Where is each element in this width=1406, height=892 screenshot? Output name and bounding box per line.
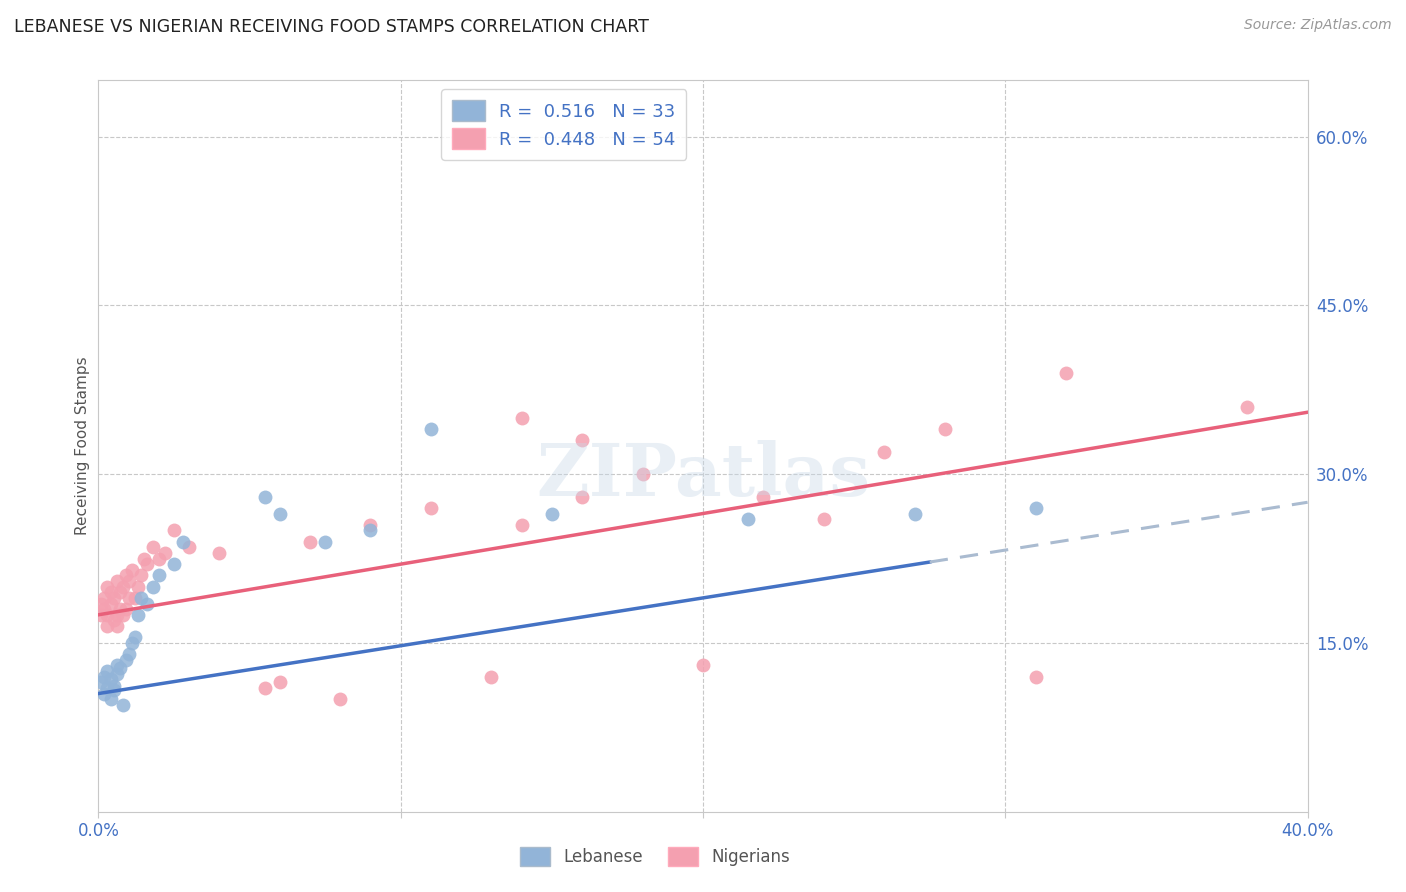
Point [111, 607, 134, 622]
Point [153, 546, 176, 560]
Point [737, 512, 759, 526]
Point [105, 658, 128, 673]
Point [96, 607, 118, 622]
Point [124, 591, 146, 605]
Point [360, 524, 382, 538]
Point [103, 679, 125, 693]
Point [172, 534, 194, 549]
Point [631, 467, 654, 482]
Point [1054, 366, 1077, 380]
Point [132, 551, 155, 566]
Point [163, 557, 186, 571]
Point [111, 698, 134, 712]
Point [90, 597, 112, 611]
Point [314, 534, 336, 549]
Point [752, 490, 775, 504]
Point [127, 580, 149, 594]
Point [100, 597, 122, 611]
Point [253, 681, 276, 695]
Point [420, 500, 443, 515]
Point [105, 574, 128, 588]
Point [135, 597, 157, 611]
Point [904, 507, 927, 521]
Point [813, 512, 835, 526]
Point [163, 524, 186, 538]
Point [124, 630, 146, 644]
Point [1024, 500, 1046, 515]
Text: ZIPatlas: ZIPatlas [536, 440, 870, 511]
Point [118, 647, 141, 661]
Point [129, 591, 152, 605]
Point [135, 557, 157, 571]
Point [105, 667, 128, 681]
Point [118, 574, 141, 588]
Point [121, 563, 143, 577]
Point [299, 534, 322, 549]
Point [571, 434, 593, 448]
Point [934, 422, 956, 436]
Point [420, 422, 443, 436]
Point [103, 591, 125, 605]
Point [105, 607, 128, 622]
Point [93, 687, 115, 701]
Point [692, 658, 714, 673]
Point [90, 607, 112, 622]
Point [105, 619, 128, 633]
Point [93, 591, 115, 605]
Point [329, 692, 352, 706]
Point [100, 672, 122, 686]
Point [108, 602, 131, 616]
Point [1024, 670, 1046, 684]
Point [253, 490, 276, 504]
Point [96, 619, 118, 633]
Point [127, 607, 149, 622]
Point [129, 568, 152, 582]
Point [510, 517, 533, 532]
Point [540, 507, 562, 521]
Point [118, 591, 141, 605]
Point [103, 683, 125, 698]
Point [481, 670, 503, 684]
Point [96, 681, 118, 695]
Point [148, 568, 170, 582]
Legend: Lebanese, Nigerians: Lebanese, Nigerians [513, 840, 796, 873]
Point [269, 507, 291, 521]
Text: Source: ZipAtlas.com: Source: ZipAtlas.com [1244, 18, 1392, 32]
Point [93, 670, 115, 684]
Point [142, 541, 165, 555]
Point [108, 661, 131, 675]
Point [103, 614, 125, 628]
Point [111, 580, 134, 594]
Point [96, 580, 118, 594]
Point [148, 551, 170, 566]
Point [873, 444, 896, 458]
Point [510, 410, 533, 425]
Point [571, 490, 593, 504]
Y-axis label: Receiving Food Stamps: Receiving Food Stamps [75, 357, 90, 535]
Point [1236, 400, 1258, 414]
Point [114, 602, 136, 616]
Point [142, 580, 165, 594]
Point [100, 692, 122, 706]
Point [269, 675, 291, 690]
Point [208, 546, 231, 560]
Point [96, 664, 118, 678]
Text: LEBANESE VS NIGERIAN RECEIVING FOOD STAMPS CORRELATION CHART: LEBANESE VS NIGERIAN RECEIVING FOOD STAM… [14, 18, 650, 36]
Point [93, 602, 115, 616]
Point [100, 585, 122, 599]
Point [121, 636, 143, 650]
Point [114, 568, 136, 582]
Point [114, 653, 136, 667]
Point [179, 541, 201, 555]
Point [90, 675, 112, 690]
Point [108, 585, 131, 599]
Point [360, 517, 382, 532]
